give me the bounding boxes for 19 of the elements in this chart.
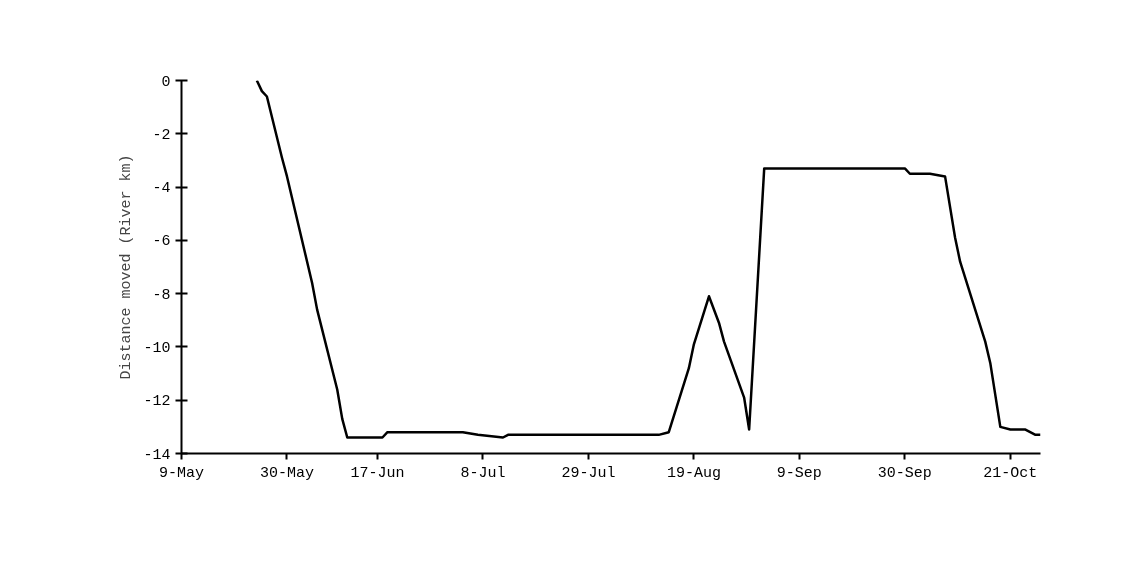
y-axis-title: Distance moved (River km): [118, 154, 136, 380]
x-tick-label: 17-Jun: [350, 464, 405, 482]
x-tick-label: 30-Sep: [877, 464, 932, 482]
line-series: [255, 80, 1041, 439]
x-tick-label: 9-May: [159, 464, 205, 482]
y-tick-label: -10: [143, 339, 171, 357]
y-tick-label: -6: [152, 233, 171, 251]
x-tick-label: 8-Jul: [460, 464, 506, 482]
x-tick-label: 9-Sep: [776, 464, 822, 482]
x-tick-label: 19-Aug: [666, 464, 721, 482]
x-tick-label: 29-Jul: [561, 464, 616, 482]
y-tick-label: -4: [152, 180, 171, 198]
y-tick-label: 0: [161, 73, 171, 91]
y-tick-label: -14: [143, 446, 171, 464]
x-tick-label: 21-Oct: [983, 464, 1038, 482]
y-tick-label: -12: [143, 393, 171, 411]
y-tick-label: -2: [152, 126, 171, 144]
x-tick-label: 30-May: [259, 464, 314, 482]
y-tick-label: -8: [152, 286, 171, 304]
